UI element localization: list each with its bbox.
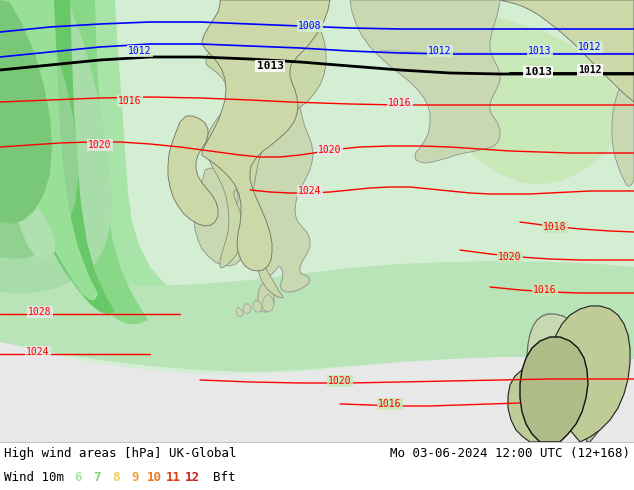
Polygon shape (522, 0, 634, 324)
Text: 1016: 1016 (388, 98, 411, 108)
Text: 1012: 1012 (578, 65, 602, 75)
Text: 1024: 1024 (298, 186, 321, 196)
Text: Mo 03-06-2024 12:00 UTC (12+168): Mo 03-06-2024 12:00 UTC (12+168) (390, 447, 630, 461)
Text: High wind areas [hPa] UK-Global: High wind areas [hPa] UK-Global (4, 447, 236, 461)
Polygon shape (0, 0, 55, 260)
Text: 1028: 1028 (29, 307, 52, 317)
Text: 1016: 1016 (119, 96, 142, 106)
Polygon shape (253, 300, 262, 312)
Polygon shape (612, 0, 634, 186)
Text: 1013: 1013 (524, 67, 552, 77)
Text: 1020: 1020 (88, 140, 112, 150)
Polygon shape (0, 0, 634, 374)
Polygon shape (262, 294, 274, 312)
Polygon shape (350, 0, 622, 184)
Text: 1013: 1013 (257, 61, 283, 71)
Text: 1020: 1020 (498, 252, 522, 262)
Polygon shape (350, 0, 500, 163)
Polygon shape (0, 0, 148, 324)
Polygon shape (206, 0, 326, 298)
Polygon shape (0, 0, 112, 294)
Text: 7: 7 (93, 471, 101, 485)
Text: 11: 11 (165, 471, 181, 485)
Polygon shape (0, 0, 225, 334)
Text: 1018: 1018 (543, 222, 567, 232)
Polygon shape (508, 366, 563, 442)
Polygon shape (500, 0, 634, 102)
Text: 1012: 1012 (128, 46, 152, 56)
Text: Wind 10m: Wind 10m (4, 471, 64, 485)
Text: 6: 6 (74, 471, 82, 485)
Polygon shape (0, 0, 115, 314)
Text: 1020: 1020 (318, 145, 342, 155)
Polygon shape (236, 307, 243, 317)
Polygon shape (0, 0, 98, 300)
Text: 8: 8 (112, 471, 120, 485)
Polygon shape (0, 0, 634, 242)
Polygon shape (234, 0, 318, 312)
Polygon shape (0, 0, 52, 224)
Text: 10: 10 (146, 471, 162, 485)
Polygon shape (194, 168, 242, 266)
Text: 1008: 1008 (298, 21, 321, 31)
Text: Bft: Bft (213, 471, 235, 485)
Polygon shape (243, 304, 251, 314)
Text: 1016: 1016 (533, 285, 557, 295)
Polygon shape (562, 307, 625, 442)
Polygon shape (0, 0, 634, 334)
Text: 1012: 1012 (428, 46, 452, 56)
Polygon shape (0, 242, 634, 372)
Polygon shape (0, 0, 78, 259)
Text: 1024: 1024 (26, 347, 49, 357)
Polygon shape (202, 0, 330, 271)
Polygon shape (520, 337, 588, 442)
Polygon shape (550, 306, 630, 442)
Text: 1020: 1020 (328, 376, 352, 386)
Polygon shape (0, 0, 634, 352)
Text: 12: 12 (184, 471, 200, 485)
Polygon shape (527, 314, 582, 442)
Text: 9: 9 (131, 471, 139, 485)
Text: 1016: 1016 (378, 399, 402, 409)
Text: 1012: 1012 (578, 42, 602, 52)
Text: 1013: 1013 (528, 46, 552, 56)
Polygon shape (168, 116, 218, 226)
